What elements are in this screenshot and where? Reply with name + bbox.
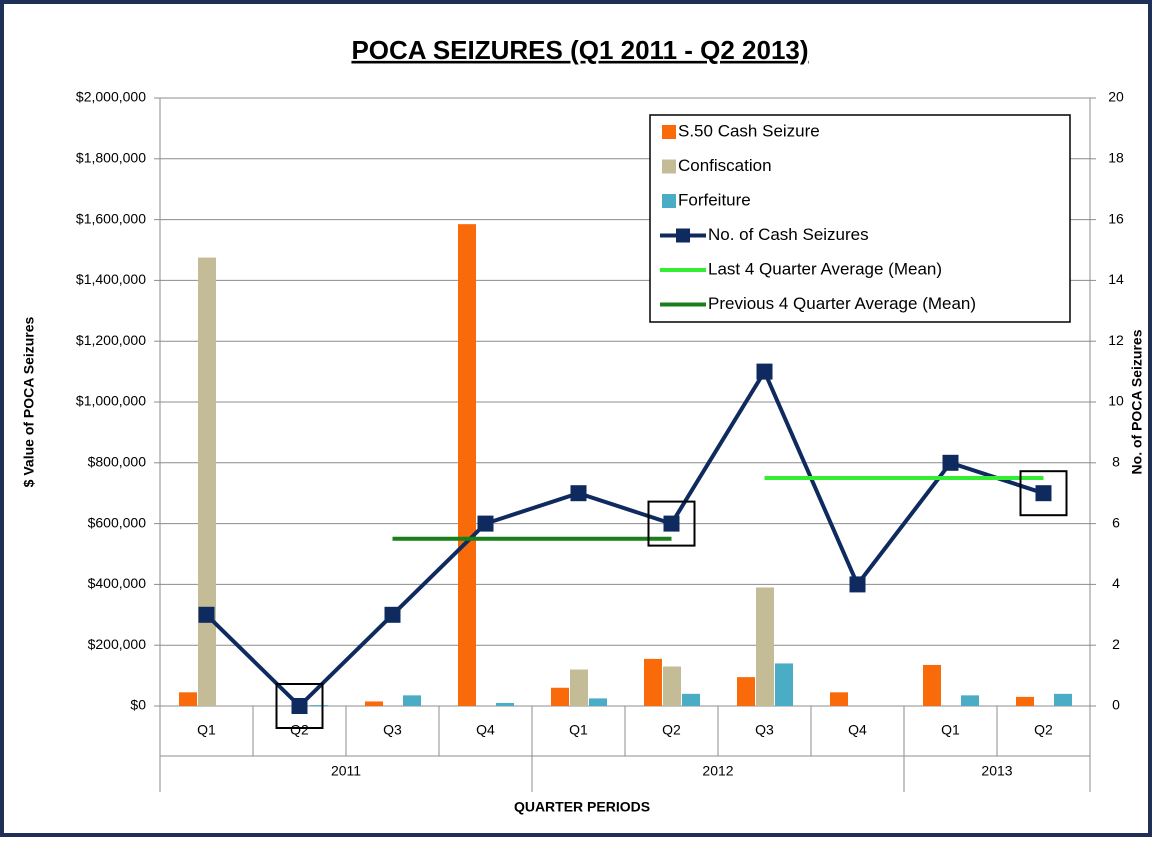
bar [961, 695, 979, 706]
y-tick-label: $1,400,000 [76, 271, 146, 287]
bar [496, 702, 514, 706]
bar [1016, 696, 1034, 706]
legend-swatch [662, 159, 676, 174]
x-tick-label: Q4 [476, 722, 495, 738]
y-tick-label: $400,000 [88, 575, 147, 591]
line-series [205, 367, 1045, 709]
x-tick-label: Q2 [1034, 722, 1053, 738]
highlight-box [647, 500, 696, 547]
y2-tick-label: 16 [1108, 210, 1124, 226]
y-tick-label: $1,000,000 [76, 393, 146, 409]
bar [830, 692, 848, 706]
y-tick-label: $2,000,000 [76, 89, 146, 105]
bar [179, 692, 197, 706]
legend-swatch [662, 125, 676, 139]
y2-tick-label: 12 [1108, 332, 1124, 348]
legend-label: Confiscation [678, 156, 772, 175]
line-marker [756, 363, 773, 380]
y2-tick-label: 14 [1108, 271, 1124, 287]
chart-title: POCA SEIZURES (Q1 2011 - Q2 2013) [351, 35, 808, 65]
line-marker [663, 515, 680, 532]
bar [682, 693, 700, 706]
y2-tick-label: 10 [1108, 393, 1124, 409]
legend-label: Forfeiture [678, 190, 751, 209]
x-tick-label: Q2 [290, 722, 309, 738]
x-tick-label: Q1 [569, 722, 588, 738]
legend-marker [676, 228, 690, 243]
y-tick-label: $1,200,000 [76, 332, 146, 348]
y2-tick-label: 20 [1108, 89, 1124, 105]
legend-label: Previous 4 Quarter Average (Mean) [708, 294, 976, 313]
legend-box [649, 114, 1071, 323]
y2-axis-label: No. of POCA Seizures [1129, 329, 1145, 474]
line-marker [570, 485, 587, 502]
line-marker [849, 576, 866, 593]
legend-label: S.50 Cash Seizure [678, 121, 820, 140]
highlight-box [275, 683, 324, 729]
bar [589, 698, 607, 706]
x-tick-label: Q3 [383, 722, 402, 738]
line-marker [384, 606, 401, 623]
y-tick-label: $1,600,000 [76, 210, 146, 226]
y-tick-label: $0 [130, 697, 146, 713]
y2-tick-label: 6 [1112, 514, 1120, 530]
y-tick-label: $800,000 [88, 454, 147, 470]
bar [756, 587, 774, 706]
x-group-label: 2012 [702, 763, 733, 779]
bar [551, 687, 569, 706]
legend-label: No. of Cash Seizures [708, 225, 869, 244]
x-tick-label: Q2 [662, 722, 681, 738]
bar [1054, 693, 1072, 706]
y2-tick-label: 18 [1108, 150, 1124, 166]
legend-label: Last 4 Quarter Average (Mean) [708, 259, 942, 278]
bar [458, 224, 476, 706]
y2-tick-label: 0 [1112, 697, 1120, 713]
legend-swatch [662, 194, 676, 208]
x-axis-label: QUARTER PERIODS [514, 799, 650, 815]
bar [644, 658, 662, 706]
x-tick-label: Q4 [848, 722, 867, 738]
x-group-label: 2011 [331, 763, 361, 779]
line-marker [477, 515, 494, 532]
line-marker [1035, 485, 1052, 502]
y-tick-label: $600,000 [88, 514, 147, 530]
x-tick-label: Q1 [197, 722, 216, 738]
y2-tick-label: 2 [1112, 636, 1120, 652]
y-tick-label: $1,800,000 [76, 150, 146, 166]
bar [737, 677, 755, 706]
x-tick-label: Q1 [941, 722, 960, 738]
y-axis-label: $ Value of POCA Seizures [21, 316, 37, 487]
bar [403, 695, 421, 706]
bar [198, 257, 216, 706]
line-marker [291, 698, 308, 714]
bar [775, 663, 793, 706]
y-tick-label: $200,000 [88, 636, 147, 652]
x-group-label: 2013 [981, 763, 1012, 779]
line-marker [942, 454, 959, 471]
highlight-box [1019, 470, 1068, 517]
y2-tick-label: 8 [1112, 454, 1120, 470]
x-tick-label: Q3 [755, 722, 774, 738]
bar [570, 669, 588, 706]
bar [365, 701, 383, 706]
line-marker [198, 606, 215, 623]
bar [310, 705, 328, 706]
bar [663, 666, 681, 706]
y2-tick-label: 4 [1112, 575, 1120, 591]
bar [923, 664, 941, 706]
